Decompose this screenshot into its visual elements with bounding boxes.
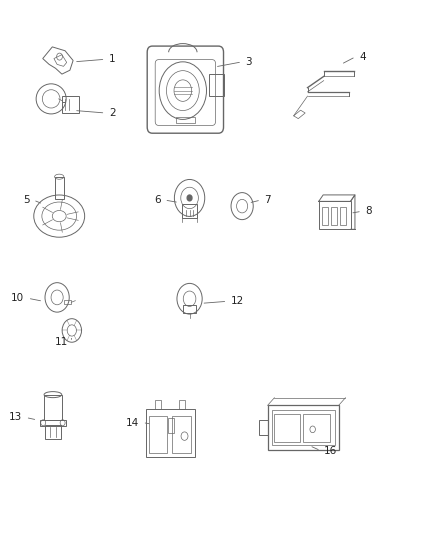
Text: 10: 10 <box>11 293 25 303</box>
Text: 8: 8 <box>365 206 372 216</box>
Bar <box>340 207 346 225</box>
Text: 14: 14 <box>126 417 139 427</box>
Bar <box>183 305 196 313</box>
Bar <box>331 207 337 225</box>
Text: 12: 12 <box>231 296 244 306</box>
Bar <box>172 416 191 453</box>
Bar <box>155 400 161 409</box>
Bar <box>40 420 66 426</box>
Bar <box>44 394 62 421</box>
Bar <box>268 406 339 450</box>
Bar <box>274 414 300 442</box>
Text: 11: 11 <box>54 337 67 347</box>
Bar <box>55 177 64 199</box>
Bar <box>168 418 173 433</box>
Bar <box>322 207 328 225</box>
Bar <box>45 425 61 439</box>
Text: 3: 3 <box>245 57 252 67</box>
Text: 13: 13 <box>9 413 22 423</box>
Text: 2: 2 <box>109 108 116 118</box>
Text: 7: 7 <box>265 195 271 205</box>
Bar <box>176 117 195 123</box>
Text: 6: 6 <box>154 195 161 205</box>
Bar <box>182 204 197 219</box>
Circle shape <box>187 195 192 201</box>
Text: 16: 16 <box>324 446 337 456</box>
Bar <box>146 409 195 457</box>
Bar <box>148 416 167 453</box>
Bar <box>259 420 268 435</box>
Bar <box>64 300 71 304</box>
Bar <box>303 414 330 442</box>
Bar <box>180 400 185 409</box>
Bar <box>272 410 335 445</box>
Text: 1: 1 <box>109 54 116 64</box>
Text: 5: 5 <box>23 195 30 205</box>
Text: 4: 4 <box>359 52 366 62</box>
Bar <box>319 201 350 229</box>
